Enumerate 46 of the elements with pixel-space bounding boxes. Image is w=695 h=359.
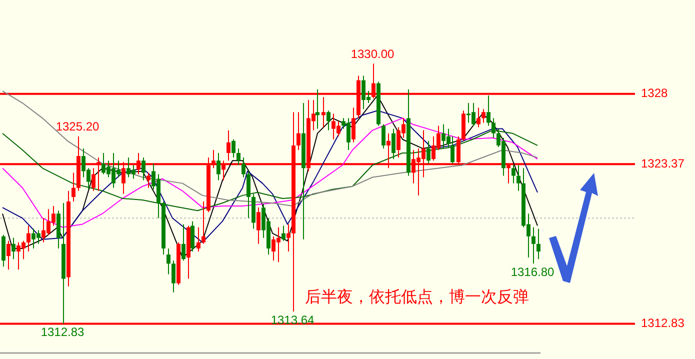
candlestick xyxy=(352,107,356,143)
candlestick xyxy=(166,248,170,275)
candlestick xyxy=(296,112,300,150)
ref-line-label: 1323.37 xyxy=(641,156,685,170)
candlestick xyxy=(6,240,10,270)
candlestick xyxy=(326,110,330,131)
candlestick xyxy=(202,201,206,244)
candlestick xyxy=(26,225,30,252)
candlestick xyxy=(190,220,194,252)
candlestick xyxy=(492,118,496,138)
candlestick xyxy=(516,164,520,192)
annotation: 1325.20 xyxy=(56,120,100,134)
annotation: 1312.83 xyxy=(40,325,85,340)
candlestick xyxy=(242,157,246,178)
ref-line-label: 1312.83 xyxy=(641,316,685,330)
candlestick xyxy=(182,224,186,262)
candlestick xyxy=(12,237,16,260)
annotation: 1316.80 xyxy=(510,264,555,279)
ref-line-label: 1328 xyxy=(641,86,668,100)
candlestick xyxy=(92,168,96,192)
candlestick xyxy=(532,226,536,264)
candlestick xyxy=(146,172,150,188)
candlestick xyxy=(236,148,240,166)
candlestick xyxy=(196,226,200,252)
candlestick xyxy=(232,138,236,158)
candlestick xyxy=(246,170,250,219)
candlestick xyxy=(382,124,386,149)
candlestick xyxy=(316,88,320,130)
annotation: 1330.00 xyxy=(350,46,395,61)
candlestick xyxy=(512,164,516,184)
candlestick xyxy=(286,224,290,252)
candlestick xyxy=(482,108,486,124)
candlestick xyxy=(282,225,286,242)
candlestick xyxy=(256,207,260,244)
candlestick xyxy=(392,128,396,160)
candlestick xyxy=(426,140,430,164)
candlestick xyxy=(486,94,490,126)
candlestick xyxy=(216,152,220,181)
candlestick xyxy=(172,260,176,293)
annotation: 后半夜，依托低点，博一次反弹 xyxy=(305,287,529,306)
candlestick xyxy=(226,130,230,162)
candlestick xyxy=(476,107,480,128)
candlestick xyxy=(536,228,540,260)
candlestick xyxy=(72,172,76,202)
candlestick xyxy=(142,157,146,181)
candlestick xyxy=(322,96,326,128)
